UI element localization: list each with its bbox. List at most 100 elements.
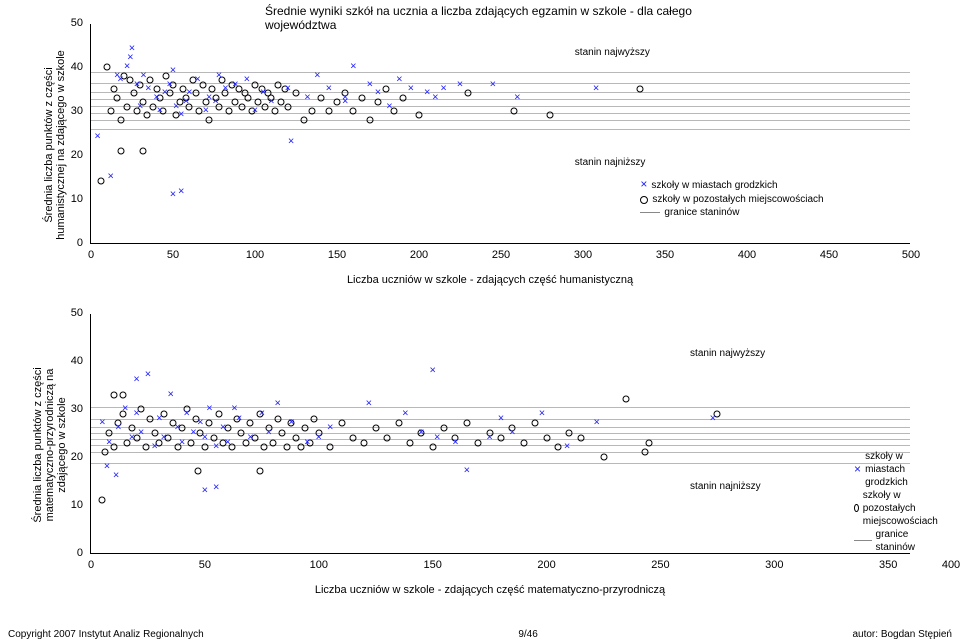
point-x: × [194, 75, 200, 86]
legend-label-x: szkoły w miastach grodzkich [865, 450, 941, 489]
point-x: × [224, 437, 230, 448]
ytick: 50 [71, 17, 91, 29]
stanin-line [91, 83, 910, 84]
point-x: × [206, 92, 212, 103]
point-x: × [304, 437, 310, 448]
point-o [247, 420, 254, 427]
xtick: 500 [902, 243, 920, 261]
ytick: 50 [71, 307, 91, 319]
xtick: 200 [410, 243, 428, 261]
point-x: × [260, 88, 266, 99]
point-x: × [514, 92, 520, 103]
xlabel-1: Liczba uczniów w szkole - zdających częś… [347, 274, 633, 286]
point-x: × [539, 408, 545, 419]
point-o [366, 116, 373, 123]
point-x: × [424, 88, 430, 99]
ytick: 30 [71, 105, 91, 117]
point-x: × [186, 88, 192, 99]
point-o [261, 444, 268, 451]
point-x: × [129, 432, 135, 443]
point-x: × [252, 106, 258, 117]
point-x: × [314, 70, 320, 81]
point-x: × [429, 365, 435, 376]
footer-center: 9/46 [518, 629, 537, 640]
point-x: × [222, 84, 228, 95]
point-o [532, 420, 539, 427]
point-o [110, 391, 117, 398]
point-x: × [206, 404, 212, 415]
point-o [101, 449, 108, 456]
point-x: × [156, 413, 162, 424]
xtick: 50 [167, 243, 179, 261]
point-o [317, 94, 324, 101]
point-x: × [216, 70, 222, 81]
xtick: 350 [879, 553, 897, 571]
point-x: × [167, 79, 173, 90]
stanin-line [91, 72, 910, 73]
legend-label-x: szkoły w miastach grodzkich [651, 179, 777, 192]
point-x: × [326, 84, 332, 95]
point-x: × [104, 461, 110, 472]
point-o [97, 178, 104, 185]
anno-low: stanin najniższy [575, 157, 646, 168]
point-o [283, 444, 290, 451]
ytick: 40 [71, 61, 91, 73]
point-x: × [122, 404, 128, 415]
point-o [238, 103, 245, 110]
point-o [309, 108, 316, 115]
point-o [383, 86, 390, 93]
point-o [641, 449, 648, 456]
xtick: 0 [88, 243, 94, 261]
ylabel-1: Średnia liczba punktów z części humanist… [43, 20, 67, 270]
point-o [119, 391, 126, 398]
point-o [475, 439, 482, 446]
point-o [384, 434, 391, 441]
point-o [302, 425, 309, 432]
point-x: × [220, 423, 226, 434]
point-o [311, 415, 318, 422]
circle-mark-icon [854, 504, 859, 512]
stanin-line [91, 463, 910, 464]
point-o [225, 108, 232, 115]
xtick: 300 [765, 553, 783, 571]
point-o [406, 439, 413, 446]
point-x: × [178, 110, 184, 121]
point-x: × [183, 408, 189, 419]
point-x: × [133, 375, 139, 386]
anno-low: stanin najniższy [690, 481, 761, 492]
point-x: × [213, 483, 219, 494]
point-o [201, 444, 208, 451]
point-o [361, 439, 368, 446]
point-x: × [452, 437, 458, 448]
legend: ×szkoły w miastach grodzkichszkoły w poz… [854, 450, 941, 554]
plot-area-1: 0102030405005010015020025030035040045050… [90, 24, 910, 244]
point-x: × [140, 70, 146, 81]
circle-mark-icon [640, 196, 648, 204]
point-o [271, 108, 278, 115]
point-x: × [288, 136, 294, 147]
point-o [325, 108, 332, 115]
point-x: × [432, 92, 438, 103]
point-x: × [161, 432, 167, 443]
point-x: × [486, 432, 492, 443]
point-x: × [178, 187, 184, 198]
point-o [358, 94, 365, 101]
point-o [399, 94, 406, 101]
point-o [192, 90, 199, 97]
point-o [215, 410, 222, 417]
point-o [349, 434, 356, 441]
legend-row-x: ×szkoły w miastach grodzkich [640, 177, 823, 193]
legend-row-o: szkoły w pozostałych miejscowościach [854, 489, 941, 528]
point-x: × [94, 132, 100, 143]
point-x: × [418, 428, 424, 439]
point-x: × [213, 442, 219, 453]
point-x: × [99, 418, 105, 429]
point-o [334, 99, 341, 106]
xtick: 150 [423, 553, 441, 571]
point-o [117, 116, 124, 123]
point-x: × [145, 370, 151, 381]
point-o [547, 112, 554, 119]
point-x: × [134, 79, 140, 90]
point-x: × [153, 92, 159, 103]
chart-humanistic: Średnie wyniki szkół na ucznia a liczba … [40, 0, 940, 290]
